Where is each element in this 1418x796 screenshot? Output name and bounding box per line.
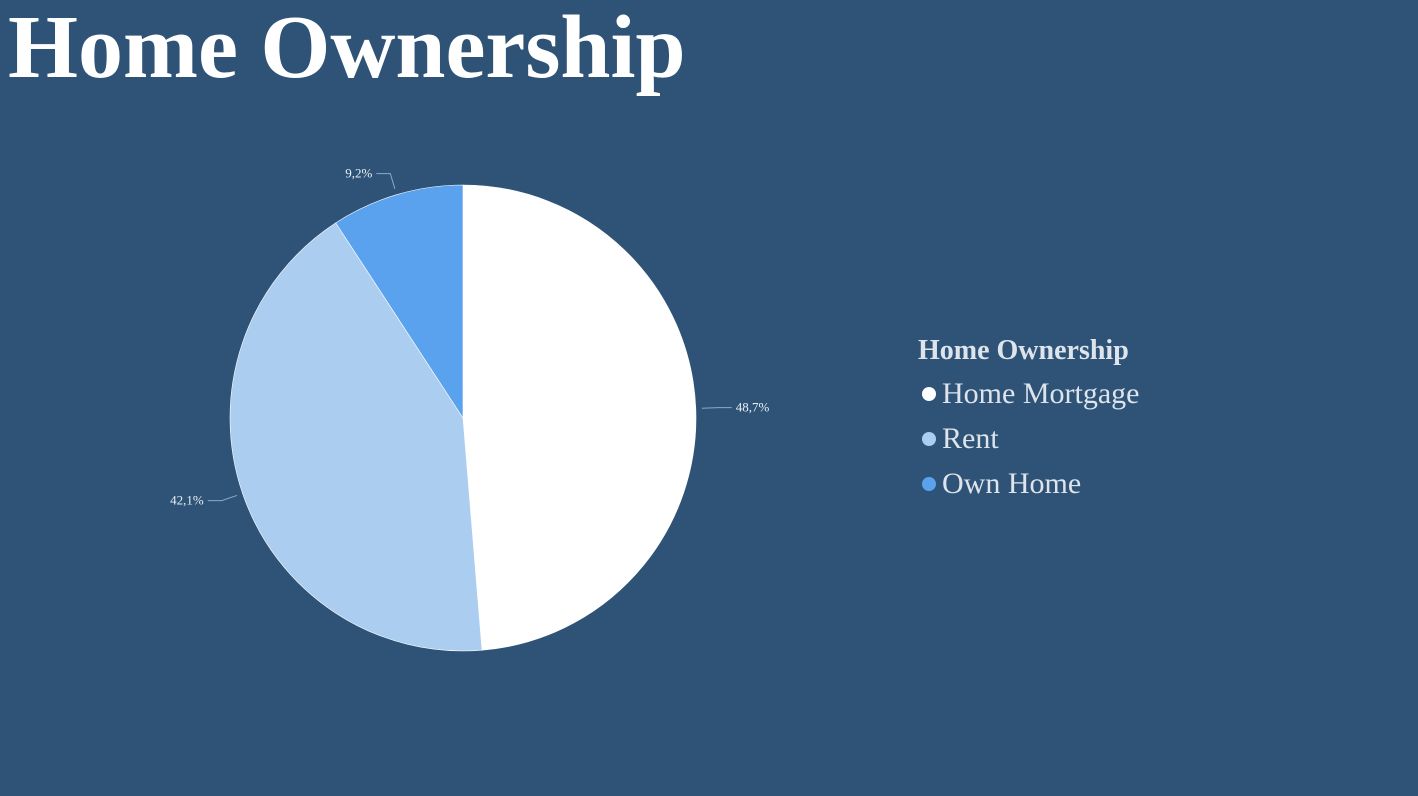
legend: Home Ownership Home Mortgage Rent Own Home <box>918 334 1139 507</box>
pie-slice-rent[interactable] <box>229 222 483 652</box>
legend-dot-icon <box>922 477 936 492</box>
pie-labels: 48,7% 42,1% 9,2% <box>170 166 769 508</box>
legend-title: Home Ownership <box>918 335 1129 366</box>
legend-label: Home Mortgage <box>942 377 1140 411</box>
leader-line-rent <box>207 494 238 502</box>
legend-label: Own Home <box>942 467 1082 501</box>
pie-slice-home-mortgage[interactable] <box>462 184 697 651</box>
legend-item-rent[interactable]: Rent <box>918 417 1139 462</box>
pie-slices <box>229 184 697 652</box>
legend-item-home-mortgage[interactable]: Home Mortgage <box>918 372 1139 417</box>
leader-line-own-home <box>376 173 396 190</box>
leader-line-home-mortgage <box>701 407 732 409</box>
page-title: Home Ownership <box>8 0 686 97</box>
slice-label-home-mortgage: 48,7% <box>736 400 770 415</box>
legend-dot-icon <box>922 387 936 402</box>
legend-item-own-home[interactable]: Own Home <box>918 462 1139 507</box>
legend-dot-icon <box>922 432 936 447</box>
slice-label-own-home: 9,2% <box>345 166 372 181</box>
legend-items: Home Mortgage Rent Own Home <box>918 372 1139 507</box>
legend-label: Rent <box>942 422 999 456</box>
pie-slice-own-home[interactable] <box>335 184 464 420</box>
slice-label-rent: 42,1% <box>170 493 204 508</box>
pie-chart: 48,7% 42,1% 9,2% <box>170 166 770 652</box>
